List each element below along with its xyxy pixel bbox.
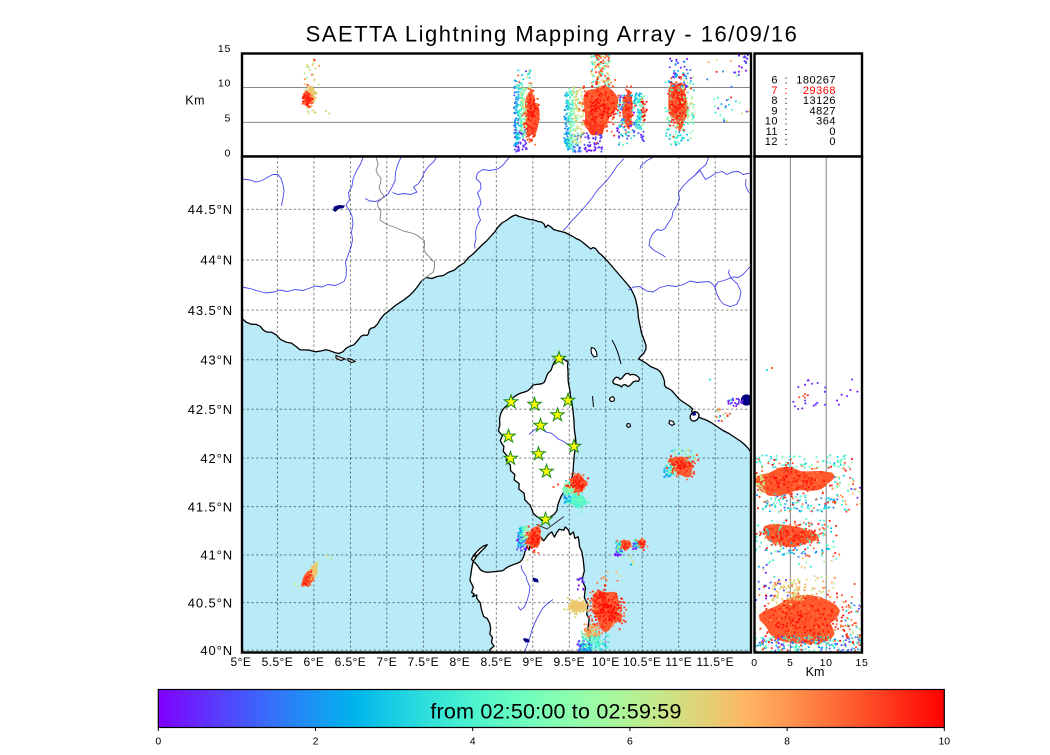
svg-text:9: 9 <box>771 106 778 118</box>
svg-text::: : <box>784 106 787 118</box>
svg-text:40.5°N: 40.5°N <box>188 595 233 610</box>
svg-text:10: 10 <box>820 657 833 669</box>
svg-text:8°E: 8°E <box>449 655 470 669</box>
svg-text:44°N: 44°N <box>200 253 233 268</box>
svg-text:0: 0 <box>829 126 836 138</box>
svg-text:5°E: 5°E <box>231 655 252 669</box>
svg-text:Km: Km <box>806 665 825 679</box>
svg-text:9°E: 9°E <box>522 655 543 669</box>
svg-text:8: 8 <box>784 736 790 748</box>
svg-text:180267: 180267 <box>796 75 836 87</box>
svg-text:364: 364 <box>816 116 836 128</box>
svg-text:5: 5 <box>224 113 231 125</box>
svg-text:10: 10 <box>765 116 778 128</box>
svg-text:10: 10 <box>218 78 231 90</box>
svg-text:42.5°N: 42.5°N <box>188 402 233 417</box>
svg-text::: : <box>784 85 787 97</box>
svg-text::: : <box>784 136 787 148</box>
svg-text::: : <box>784 95 787 107</box>
svg-text:6.5°E: 6.5°E <box>335 655 366 669</box>
svg-text:40°N: 40°N <box>200 643 233 658</box>
svg-text:10: 10 <box>938 736 950 748</box>
svg-text:4: 4 <box>470 736 476 748</box>
svg-text::: : <box>784 75 787 87</box>
svg-text:11°E: 11°E <box>665 655 692 669</box>
svg-text:7.5°E: 7.5°E <box>408 655 439 669</box>
svg-text:5: 5 <box>787 657 794 669</box>
svg-text:9.5°E: 9.5°E <box>554 655 585 669</box>
svg-text:10°E: 10°E <box>592 655 620 669</box>
svg-text:5.5°E: 5.5°E <box>262 655 293 669</box>
svg-text:15: 15 <box>855 657 868 669</box>
svg-text:43°N: 43°N <box>200 353 233 368</box>
svg-text:0: 0 <box>155 736 161 748</box>
svg-text:SAETTA Lightning Mapping Array: SAETTA Lightning Mapping Array - 16/09/1… <box>306 22 799 47</box>
svg-text:41.5°N: 41.5°N <box>188 499 233 514</box>
svg-text:12: 12 <box>765 136 778 148</box>
svg-text:0: 0 <box>829 136 836 148</box>
svg-text:43.5°N: 43.5°N <box>188 303 233 318</box>
svg-text:6: 6 <box>627 736 633 748</box>
svg-text:6: 6 <box>771 75 778 87</box>
svg-text:7: 7 <box>771 85 778 97</box>
svg-text::: : <box>784 126 787 138</box>
svg-text:0: 0 <box>224 148 231 160</box>
svg-text:11: 11 <box>766 126 778 138</box>
svg-text:42°N: 42°N <box>200 451 233 466</box>
svg-text:8: 8 <box>771 95 778 107</box>
svg-text:13126: 13126 <box>803 95 836 107</box>
svg-text:6°E: 6°E <box>304 655 325 669</box>
svg-text::: : <box>784 116 787 128</box>
svg-text:2: 2 <box>313 736 319 748</box>
svg-text:Km: Km <box>185 94 205 108</box>
svg-text:0: 0 <box>751 657 758 669</box>
svg-text:8.5°E: 8.5°E <box>481 655 512 669</box>
svg-text:29368: 29368 <box>803 85 836 97</box>
svg-text:41°N: 41°N <box>200 548 233 563</box>
svg-text:11.5°E: 11.5°E <box>696 655 734 669</box>
svg-text:from 02:50:00 to 02:59:59: from 02:50:00 to 02:59:59 <box>430 700 681 724</box>
svg-text:7°E: 7°E <box>376 655 397 669</box>
svg-text:44.5°N: 44.5°N <box>188 202 233 217</box>
svg-text:10.5°E: 10.5°E <box>623 655 662 669</box>
svg-text:15: 15 <box>218 43 231 55</box>
svg-text:4827: 4827 <box>810 106 836 118</box>
